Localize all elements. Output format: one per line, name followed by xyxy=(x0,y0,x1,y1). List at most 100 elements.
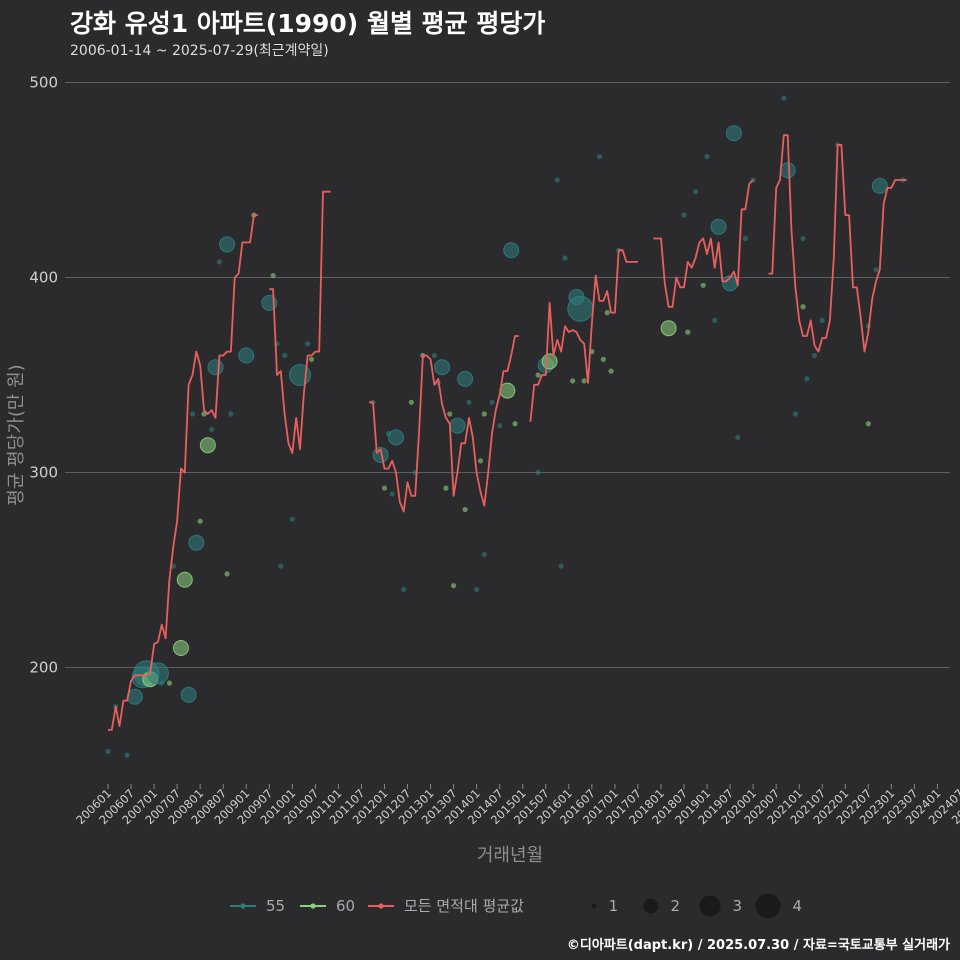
average-line-segment-3 xyxy=(529,249,638,422)
point-55-0 xyxy=(105,748,111,754)
point-55-83 xyxy=(681,212,687,218)
gridlines xyxy=(65,82,950,668)
point-60-23 xyxy=(224,571,230,577)
point-60-51 xyxy=(451,583,457,589)
legend-label-0: 55 xyxy=(266,897,285,915)
legend-marker-1 xyxy=(310,903,316,909)
scatter-points xyxy=(105,95,906,758)
point-55-91 xyxy=(725,125,742,142)
point-55-21 xyxy=(216,259,222,265)
point-55-24 xyxy=(228,411,234,417)
point-55-87 xyxy=(704,154,710,160)
point-60-62 xyxy=(499,382,516,399)
point-55-85 xyxy=(692,189,699,195)
point-55-65 xyxy=(535,469,541,476)
point-60-59 xyxy=(481,411,487,417)
y-tick-label-200: 200 xyxy=(29,659,58,677)
point-55-42 xyxy=(401,586,407,593)
legend-marker-0 xyxy=(240,903,246,909)
point-60-57 xyxy=(477,458,484,464)
point-60-49 xyxy=(443,485,449,491)
point-60-68 xyxy=(541,353,558,370)
legend-size-dot-1 xyxy=(591,903,597,909)
point-55-8 xyxy=(159,680,165,686)
legend-size-label-3: 3 xyxy=(733,897,743,915)
y-axis-title: 평균 평당가(만 원) xyxy=(6,364,27,505)
x-axis-ticks: 2006012006072007012007072008012008072009… xyxy=(73,784,960,827)
point-60-99 xyxy=(800,304,806,310)
legend-size-label-1: 1 xyxy=(609,897,619,915)
point-60-11 xyxy=(172,640,189,656)
point-55-41 xyxy=(388,429,404,446)
point-55-96 xyxy=(779,162,796,179)
point-60-86 xyxy=(700,282,706,288)
point-60-82 xyxy=(660,320,677,337)
footer-credit: ©디아파트(dapt.kr) / 2025.07.30 / 자료=국토교통부 실… xyxy=(566,938,950,953)
point-55-61 xyxy=(497,423,503,429)
point-55-53 xyxy=(457,370,474,387)
point-60-78 xyxy=(600,356,606,362)
average-line-segment-2 xyxy=(369,335,519,513)
point-60-75 xyxy=(581,378,587,384)
x-axis-title: 거래년월 xyxy=(477,845,543,866)
point-55-15 xyxy=(188,534,205,551)
point-60-38 xyxy=(381,485,388,491)
chart-subtitle: 2006-01-14 ~ 2025-07-29(최근계약일) xyxy=(70,43,329,59)
point-60-66 xyxy=(535,372,541,378)
legend-size-dot-4 xyxy=(755,893,781,919)
point-55-14 xyxy=(189,411,196,417)
point-55-7 xyxy=(146,662,169,685)
point-55-52 xyxy=(449,417,466,434)
y-axis-ticks: 200 300 400 500 xyxy=(29,74,58,677)
point-55-40 xyxy=(389,491,395,497)
point-55-92 xyxy=(735,434,741,440)
average-line-segment-5 xyxy=(768,134,907,353)
point-55-98 xyxy=(800,235,806,242)
point-55-25 xyxy=(238,347,255,364)
point-60-9 xyxy=(166,680,173,686)
point-55-56 xyxy=(474,586,480,593)
point-60-18 xyxy=(199,437,216,454)
point-60-43 xyxy=(408,399,414,405)
point-60-104 xyxy=(865,421,871,427)
point-55-95 xyxy=(781,95,787,101)
chart-title: 강화 유성1 아파트(1990) 월별 평균 평당가 xyxy=(70,9,546,38)
average-line-segment-4 xyxy=(653,179,754,308)
average-line-segment-0 xyxy=(108,214,258,731)
point-60-80 xyxy=(608,368,614,374)
point-60-12 xyxy=(176,571,193,588)
point-60-72 xyxy=(570,378,576,384)
point-60-64 xyxy=(512,421,518,427)
point-55-107 xyxy=(871,177,888,194)
point-55-2 xyxy=(124,752,130,758)
point-55-63 xyxy=(503,242,520,259)
point-55-58 xyxy=(481,551,487,558)
point-55-89 xyxy=(710,218,727,235)
point-55-32 xyxy=(289,516,295,522)
point-60-16 xyxy=(197,518,203,524)
point-55-106 xyxy=(873,267,879,273)
point-60-84 xyxy=(685,329,691,335)
average-line xyxy=(108,134,907,731)
legend-label-1: 60 xyxy=(336,897,355,915)
point-55-34 xyxy=(305,341,311,347)
point-55-55 xyxy=(466,399,472,405)
point-55-13 xyxy=(180,686,197,703)
point-55-30 xyxy=(278,563,284,569)
point-55-70 xyxy=(558,563,564,569)
point-60-54 xyxy=(462,506,468,513)
legend-size-dot-2 xyxy=(643,898,659,914)
y-tick-label-400: 400 xyxy=(29,269,58,287)
point-55-31 xyxy=(282,352,288,359)
legend-label-2: 모든 면적대 평균값 xyxy=(404,897,524,915)
point-55-77 xyxy=(596,154,603,160)
legend-size-label-4: 4 xyxy=(793,897,803,915)
point-55-46 xyxy=(431,352,437,359)
legend-size-label-2: 2 xyxy=(671,897,681,915)
point-55-71 xyxy=(562,255,568,261)
point-60-28 xyxy=(270,272,276,279)
point-55-22 xyxy=(219,236,236,253)
point-55-100 xyxy=(804,376,810,382)
point-55-93 xyxy=(742,235,749,242)
